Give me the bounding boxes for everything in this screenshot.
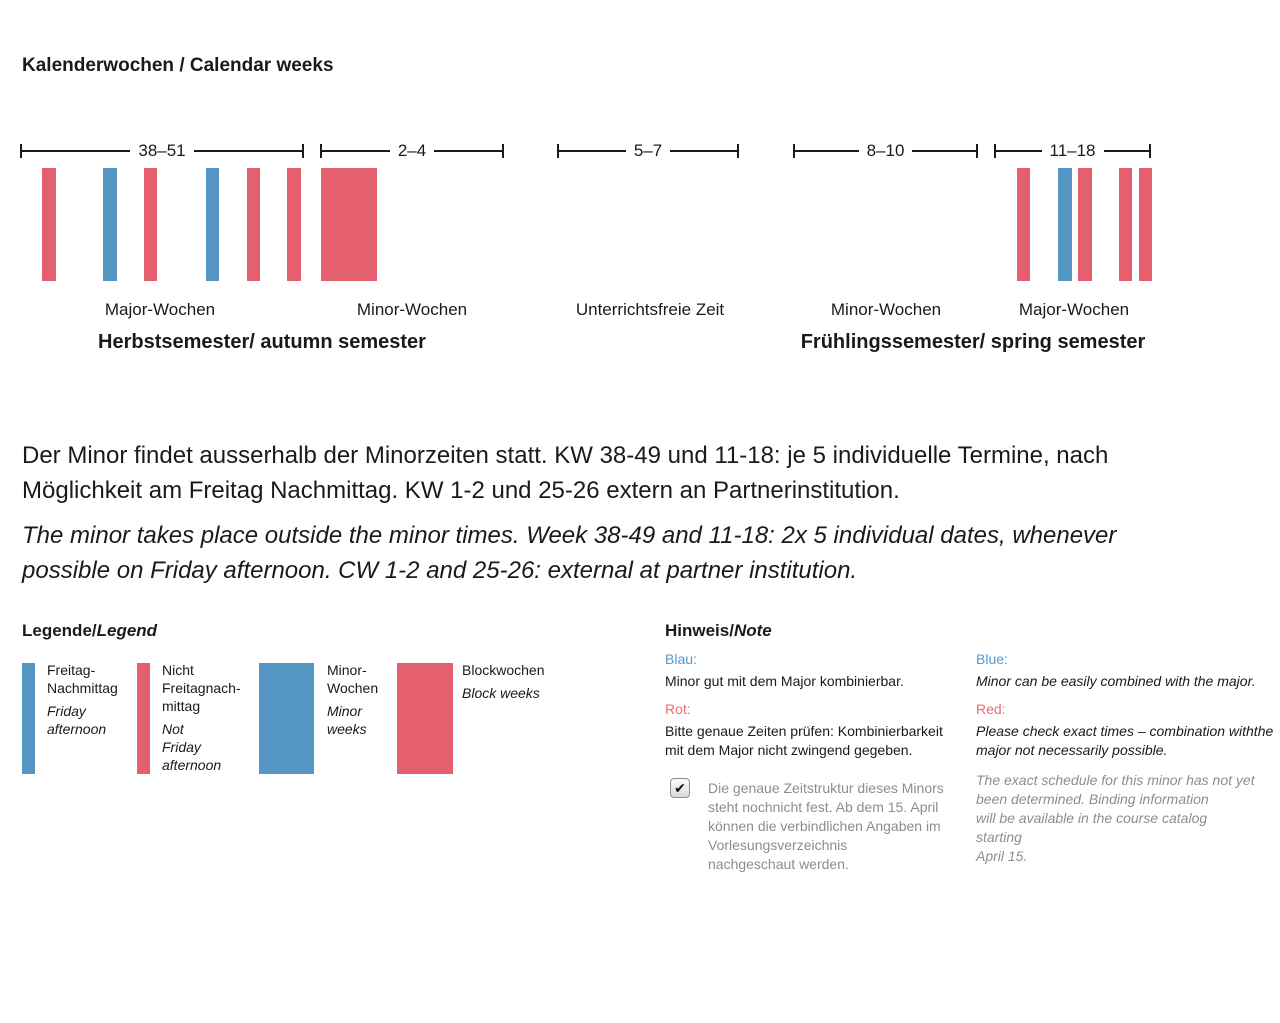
- legend-title-de: Legende/: [22, 621, 97, 640]
- note-title: Hinweis/Note: [665, 621, 772, 641]
- week-range-bracket: 11–18: [994, 140, 1152, 160]
- note-blue-text: Minor can be easily combined with the ma…: [976, 673, 1256, 689]
- note-blau-text: Minor gut mit dem Major kombinierbar.: [665, 673, 904, 689]
- week-bar-red: [1139, 168, 1152, 281]
- week-bar-red: [321, 168, 377, 281]
- legend-label-de: Minor- Wochen: [327, 662, 379, 696]
- week-range-label: 5–7: [633, 140, 663, 160]
- week-range-bracket: 5–7: [557, 140, 739, 160]
- week-bar-red: [42, 168, 56, 281]
- bracket-line: [1103, 149, 1150, 152]
- legend-label-de: Freitag- Nachmittag: [47, 662, 118, 696]
- note-red-text: Please check exact times – combination w…: [976, 723, 1274, 758]
- legend-swatch-not-friday-afternoon: [137, 663, 150, 774]
- bracket-tick: [737, 143, 739, 158]
- semester-label: Frühlingssemester/ spring semester: [800, 331, 1146, 353]
- week-bar-red: [1017, 168, 1030, 281]
- bracket-tick: [502, 143, 504, 158]
- bracket-line: [322, 149, 390, 152]
- legend-label-en: Friday afternoon: [47, 703, 107, 737]
- legend-label-block-weeks: Blockwochen Block weeks: [462, 661, 545, 702]
- week-group-label: Unterrichtsfreie Zeit: [575, 300, 725, 319]
- week-range-label: 38–51: [138, 140, 186, 160]
- schedule-undetermined-checkbox[interactable]: ✔: [670, 778, 690, 798]
- legend-title: Legende/Legend: [22, 621, 157, 641]
- bracket-line: [996, 149, 1042, 152]
- note-red-label: Red:: [976, 701, 1006, 717]
- legend-swatch-friday-afternoon: [22, 663, 35, 774]
- week-bar-blue: [103, 168, 117, 281]
- week-group-label: Major-Wochen: [104, 300, 216, 319]
- legend-label-friday-afternoon: Freitag- Nachmittag Friday afternoon: [47, 661, 118, 738]
- week-range-label: 8–10: [866, 140, 905, 160]
- bracket-line: [795, 149, 859, 152]
- week-bar-red: [144, 168, 157, 281]
- bracket-tick: [994, 143, 996, 158]
- note-blue-label: Blue:: [976, 651, 1008, 667]
- week-bar-blue: [1058, 168, 1072, 281]
- bracket-line: [22, 149, 131, 152]
- legend-label-en: Minor weeks: [327, 703, 367, 737]
- week-group-label: Major-Wochen: [1018, 300, 1130, 319]
- bracket-tick: [1149, 143, 1152, 158]
- week-range-bracket: 38–51: [20, 140, 304, 160]
- bracket-tick: [976, 143, 979, 158]
- note-gray-text: The exact schedule for this minor has no…: [976, 772, 1255, 864]
- note-rot-label: Rot:: [665, 701, 691, 717]
- week-group-label: Minor-Wochen: [830, 300, 942, 319]
- week-bar-red: [287, 168, 301, 281]
- bracket-tick: [793, 143, 795, 158]
- note-checkbox-text: Die genaue Zeitstruktur dieses Minors st…: [708, 780, 944, 872]
- checkmark-icon: ✔: [674, 779, 686, 796]
- bracket-line: [670, 149, 737, 152]
- legend-label-de: Blockwochen: [462, 662, 545, 678]
- bracket-tick: [320, 143, 322, 158]
- bracket-line: [559, 149, 626, 152]
- legend-label-de: Nicht Freitagnach- mittag: [162, 662, 241, 714]
- bracket-tick: [20, 143, 22, 158]
- week-bar-red: [247, 168, 260, 281]
- paragraph-english: The minor takes place outside the minor …: [22, 522, 1117, 584]
- week-bar-blue: [206, 168, 219, 281]
- legend-title-en: Legend: [96, 621, 158, 640]
- note-title-de: Hinweis/: [665, 621, 734, 640]
- week-range-label: 11–18: [1049, 140, 1096, 160]
- week-group-label: Minor-Wochen: [356, 300, 468, 319]
- week-bar-red: [1119, 168, 1132, 281]
- semester-label: Herbstsemester/ autumn semester: [98, 331, 426, 353]
- paragraph-german: Der Minor findet ausserhalb der Minorzei…: [22, 442, 1109, 504]
- week-range-label: 2–4: [397, 140, 427, 160]
- legend-label-en: Block weeks: [462, 685, 540, 701]
- legend-label-en: Not Friday afternoon: [162, 721, 222, 773]
- note-rot-text: Bitte genaue Zeiten prüfen: Kombinierbar…: [665, 723, 943, 758]
- bracket-line: [193, 149, 302, 152]
- note-title-en: Note: [733, 621, 772, 640]
- legend-label-not-friday-afternoon: Nicht Freitagnach- mittag Not Friday afte…: [162, 661, 241, 774]
- bracket-tick: [302, 143, 304, 158]
- week-range-bracket: 2–4: [320, 140, 504, 160]
- page-title: Kalenderwochen / Calendar weeks: [22, 55, 334, 76]
- legend-swatch-block-weeks: [397, 663, 453, 774]
- week-range-bracket: 8–10: [793, 140, 979, 160]
- legend-label-minor-weeks: Minor- Wochen Minor weeks: [327, 661, 378, 738]
- legend-swatch-minor-weeks: [259, 663, 314, 774]
- bracket-line: [912, 149, 977, 152]
- bracket-line: [434, 149, 502, 152]
- bracket-tick: [557, 143, 559, 158]
- note-blau-label: Blau:: [665, 651, 697, 667]
- week-bar-red: [1078, 168, 1092, 281]
